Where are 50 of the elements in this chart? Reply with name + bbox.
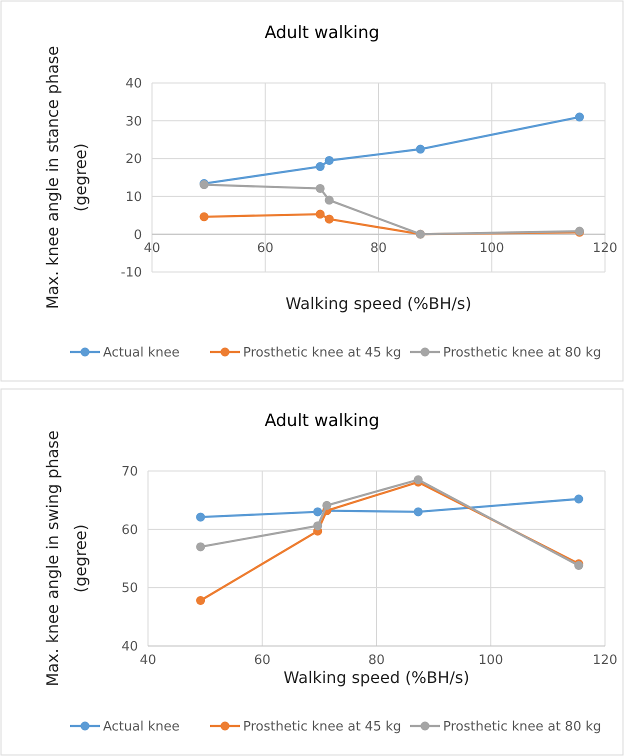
x-axis-title: Walking speed (%BH/s) bbox=[286, 294, 472, 313]
y-tick-label: 40 bbox=[121, 640, 138, 655]
point bbox=[316, 162, 325, 172]
x-tick-label: 80 bbox=[370, 241, 387, 256]
point bbox=[324, 196, 334, 205]
point bbox=[196, 596, 206, 605]
point bbox=[196, 542, 206, 552]
chart-title: Adult walking bbox=[264, 411, 380, 431]
x-tick-label: 60 bbox=[256, 241, 274, 256]
x-tick-label: 100 bbox=[479, 241, 504, 256]
x-tick-label: 60 bbox=[254, 653, 271, 668]
y-axis-title: Max. knee angle in swing phase (gegree) bbox=[43, 430, 90, 687]
chart-title: Adult walking bbox=[264, 23, 380, 43]
x-tick-label: 40 bbox=[140, 653, 156, 668]
x-tick-label: 100 bbox=[478, 653, 504, 668]
y-axis-title: Max. knee angle in stance phase (gegree) bbox=[43, 46, 90, 310]
x-tick-label: 80 bbox=[368, 653, 385, 668]
point bbox=[200, 212, 209, 222]
y-tick-label: 10 bbox=[125, 190, 142, 205]
y-tick-label: 60 bbox=[121, 522, 138, 538]
y-tick-label: 0 bbox=[134, 228, 142, 243]
legend-label: Actual knee bbox=[103, 720, 180, 735]
y-tick-label: 20 bbox=[125, 152, 142, 168]
x-tick-label: 40 bbox=[144, 241, 160, 256]
legend-label: Prosthetic knee at 45 kg bbox=[243, 720, 402, 735]
point bbox=[414, 507, 423, 516]
point bbox=[574, 494, 584, 504]
point bbox=[414, 475, 423, 484]
point bbox=[316, 184, 325, 193]
y-tick-label: 40 bbox=[125, 76, 142, 92]
point bbox=[316, 210, 325, 219]
point bbox=[322, 500, 332, 510]
point bbox=[575, 112, 584, 122]
point bbox=[324, 156, 334, 165]
point bbox=[324, 214, 334, 224]
y-tick-label: -10 bbox=[120, 266, 142, 281]
point bbox=[196, 512, 206, 522]
point bbox=[313, 507, 322, 516]
x-tick-label: 120 bbox=[592, 241, 618, 256]
legend-label: Prosthetic knee at 45 kg bbox=[243, 346, 402, 361]
point bbox=[416, 144, 425, 154]
y-tick-label: 50 bbox=[121, 581, 138, 596]
x-axis-title: Walking speed (%BH/s) bbox=[284, 668, 470, 687]
y-tick-label: 30 bbox=[125, 114, 142, 130]
legend-label: Prosthetic knee at 80 kg bbox=[443, 346, 602, 361]
legend-label: Prosthetic knee at 80 kg bbox=[443, 720, 602, 735]
x-tick-label: 120 bbox=[592, 653, 618, 668]
y-tick-label: 70 bbox=[121, 464, 138, 480]
point bbox=[313, 521, 322, 530]
legend-label: Actual knee bbox=[103, 346, 180, 361]
